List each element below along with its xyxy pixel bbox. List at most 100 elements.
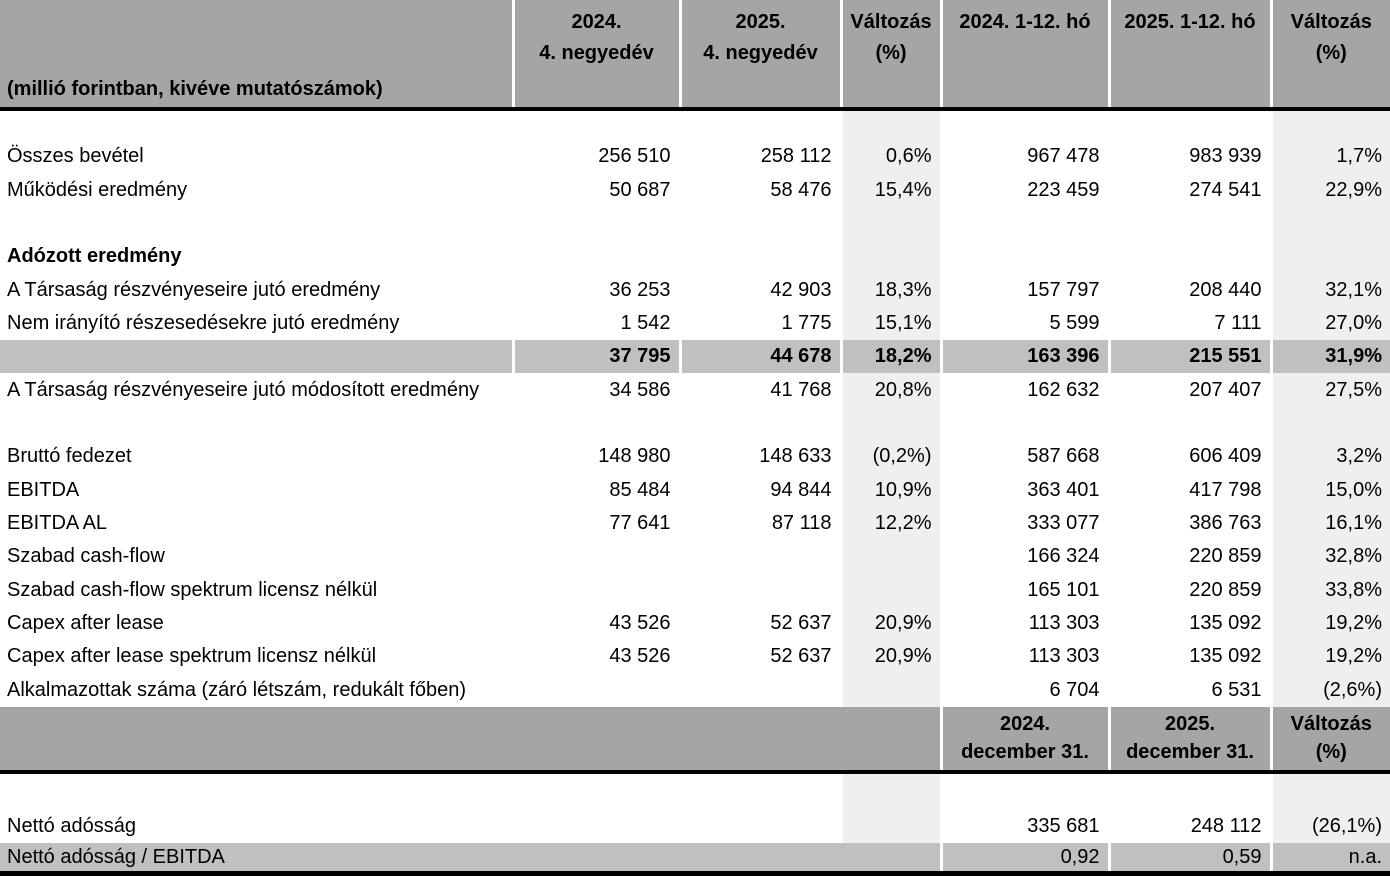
cell-value: 85 484 bbox=[513, 473, 680, 506]
col-header-line2: (%) bbox=[1273, 38, 1390, 69]
cell-value bbox=[680, 774, 841, 810]
cell-value: 256 510 bbox=[513, 140, 680, 173]
cell-value bbox=[1271, 774, 1390, 810]
cell-value: 363 401 bbox=[941, 473, 1109, 506]
table-row: Adózott eredmény bbox=[0, 240, 1390, 273]
col-header-line1: 2024. bbox=[515, 7, 679, 38]
annual-header-spacer bbox=[0, 707, 941, 770]
cell-value bbox=[1109, 111, 1271, 140]
cell-value bbox=[1109, 240, 1271, 273]
col-header-change-annual: Változás (%) bbox=[1271, 707, 1390, 770]
col-header-2025-q4: 2025. 4. negyedév bbox=[680, 0, 841, 107]
cell-value: 3,2% bbox=[1271, 440, 1390, 473]
row-label bbox=[0, 407, 513, 440]
cell-value bbox=[513, 810, 680, 843]
col-header-line1: Változás bbox=[1273, 710, 1390, 738]
row-label: Nettó adósság bbox=[0, 810, 513, 843]
cell-value: 207 407 bbox=[1109, 373, 1271, 406]
col-header-line1: 2025. bbox=[682, 7, 840, 38]
cell-value bbox=[841, 674, 941, 707]
cell-value: 163 396 bbox=[941, 340, 1109, 373]
col-header-line2: (%) bbox=[1273, 738, 1390, 766]
col-header-line1: 2024. 1-12. hó bbox=[943, 7, 1108, 38]
cell-value bbox=[680, 573, 841, 606]
row-label: Összes bevétel bbox=[0, 140, 513, 173]
cell-value: 223 459 bbox=[941, 173, 1109, 206]
cell-value bbox=[513, 540, 680, 573]
table-row bbox=[0, 774, 1390, 810]
cell-value: (0,2%) bbox=[841, 440, 941, 473]
col-header-line2: 4. negyedév bbox=[515, 38, 679, 69]
divider-bar bbox=[0, 871, 1390, 876]
row-label: A Társaság részvényeseire jutó módosítot… bbox=[0, 373, 513, 406]
cell-value bbox=[1271, 207, 1390, 240]
cell-value bbox=[680, 540, 841, 573]
cell-value bbox=[841, 540, 941, 573]
cell-value: 34 586 bbox=[513, 373, 680, 406]
cell-value: 208 440 bbox=[1109, 273, 1271, 306]
cell-value: (2,6%) bbox=[1271, 674, 1390, 707]
cell-value: 94 844 bbox=[680, 473, 841, 506]
cell-value bbox=[941, 240, 1109, 273]
cell-value: 52 637 bbox=[680, 640, 841, 673]
row-label: Nem irányító részesedésekre jutó eredmén… bbox=[0, 307, 513, 340]
cell-value: 1 542 bbox=[513, 307, 680, 340]
annual-header-section: 2024. december 31. 2025. december 31. Vá… bbox=[0, 707, 1390, 774]
cell-value bbox=[841, 207, 941, 240]
cell-value: 5 599 bbox=[941, 307, 1109, 340]
cell-value: 36 253 bbox=[513, 273, 680, 306]
cell-value bbox=[941, 407, 1109, 440]
cell-value: 6 704 bbox=[941, 674, 1109, 707]
cell-value: 333 077 bbox=[941, 507, 1109, 540]
cell-value: 165 101 bbox=[941, 573, 1109, 606]
cell-value: 15,4% bbox=[841, 173, 941, 206]
cell-value bbox=[1271, 407, 1390, 440]
cell-value bbox=[1271, 240, 1390, 273]
cell-value: 258 112 bbox=[680, 140, 841, 173]
col-header-line2: (%) bbox=[843, 38, 940, 69]
cell-value bbox=[1109, 207, 1271, 240]
cell-value bbox=[841, 111, 941, 140]
col-header-line1: 2025. 1-12. hó bbox=[1111, 7, 1270, 38]
row-label: Bruttó fedezet bbox=[0, 440, 513, 473]
cell-value: 220 859 bbox=[1109, 573, 1271, 606]
col-header-line1: Változás bbox=[843, 7, 940, 38]
cell-value: 274 541 bbox=[1109, 173, 1271, 206]
row-label: Szabad cash-flow spektrum licensz nélkül bbox=[0, 573, 513, 606]
col-header-line2: 4. negyedév bbox=[682, 38, 840, 69]
cell-value: 87 118 bbox=[680, 507, 841, 540]
cell-value: 52 637 bbox=[680, 607, 841, 640]
cell-value bbox=[513, 240, 680, 273]
cell-value bbox=[1109, 407, 1271, 440]
row-label: Adózott eredmény bbox=[0, 240, 513, 273]
table-row bbox=[0, 111, 1390, 140]
row-label bbox=[0, 207, 513, 240]
cell-value: 113 303 bbox=[941, 607, 1109, 640]
cell-value: 1,7% bbox=[1271, 140, 1390, 173]
col-header-line2: december 31. bbox=[943, 738, 1108, 766]
col-header-line2: december 31. bbox=[1111, 738, 1270, 766]
cell-value: 113 303 bbox=[941, 640, 1109, 673]
cell-value bbox=[680, 810, 841, 843]
col-header-change-ytd: Változás (%) bbox=[1271, 0, 1390, 107]
cell-value: 18,3% bbox=[841, 273, 941, 306]
cell-value: 335 681 bbox=[941, 810, 1109, 843]
col-header-2024-dec31: 2024. december 31. bbox=[941, 707, 1109, 770]
cell-value: 148 633 bbox=[680, 440, 841, 473]
cell-value: 18,2% bbox=[841, 340, 941, 373]
cell-value: 1 775 bbox=[680, 307, 841, 340]
cell-value: 386 763 bbox=[1109, 507, 1271, 540]
cell-value bbox=[680, 240, 841, 273]
cell-value bbox=[680, 674, 841, 707]
cell-value: 12,2% bbox=[841, 507, 941, 540]
cell-value: 248 112 bbox=[1109, 810, 1271, 843]
cell-value bbox=[513, 111, 680, 140]
cell-value: 19,2% bbox=[1271, 640, 1390, 673]
cell-value: 0,6% bbox=[841, 140, 941, 173]
cell-value bbox=[513, 674, 680, 707]
row-label bbox=[0, 774, 513, 810]
